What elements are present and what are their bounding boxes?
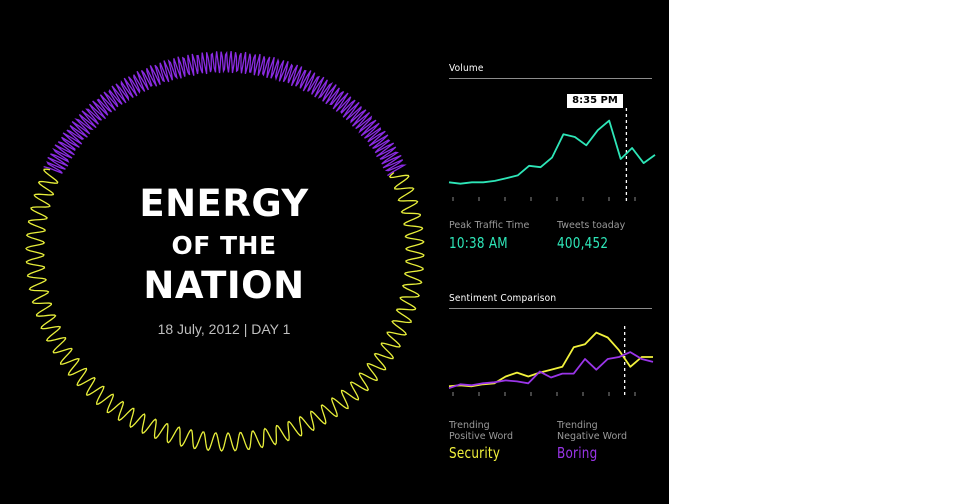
negative-word-value: Boring xyxy=(557,444,598,462)
date-line: 18 July, 2012 | DAY 1 xyxy=(157,321,291,337)
positive-label-line-1: Trending xyxy=(449,420,490,431)
volume-chart xyxy=(448,108,656,201)
series-line-security xyxy=(448,331,653,388)
tweets-today-label: Tweets toaday xyxy=(557,220,626,231)
series-line-boring xyxy=(448,351,654,390)
peak-traffic-value: 10:38 AM xyxy=(449,234,508,252)
time-marker-label: 8:35 PM xyxy=(567,94,623,108)
negative-label-line-1: Trending xyxy=(557,420,598,431)
title-line-of-the: OF THE xyxy=(171,231,277,260)
positive-label-line-2: Positive Word xyxy=(449,431,514,442)
ring-wave-yellow xyxy=(25,168,425,452)
negative-label-line-2: Negative Word xyxy=(557,431,628,442)
volume-section-rule xyxy=(449,78,652,79)
peak-traffic-label: Peak Traffic Time xyxy=(449,220,530,231)
energy-ring xyxy=(25,50,425,452)
sentiment-section-rule xyxy=(449,308,652,309)
sentiment-chart xyxy=(448,326,654,396)
tweets-today-value: 400,452 xyxy=(557,234,609,252)
title-line-nation: NATION xyxy=(143,264,305,307)
volume-section-title: Volume xyxy=(449,63,484,74)
sentiment-section-title: Sentiment Comparison xyxy=(449,293,557,304)
series-line-volume xyxy=(448,119,656,185)
positive-word-label: Trending Positive Word xyxy=(449,420,513,442)
ring-wave-purple xyxy=(43,50,407,177)
positive-word-value: Security xyxy=(449,444,501,462)
title-line-energy: ENERGY xyxy=(139,182,309,225)
poster-panel: ENERGY OF THE NATION 18 July, 2012 | DAY… xyxy=(0,0,669,504)
negative-word-label: Trending Negative Word xyxy=(557,420,627,442)
